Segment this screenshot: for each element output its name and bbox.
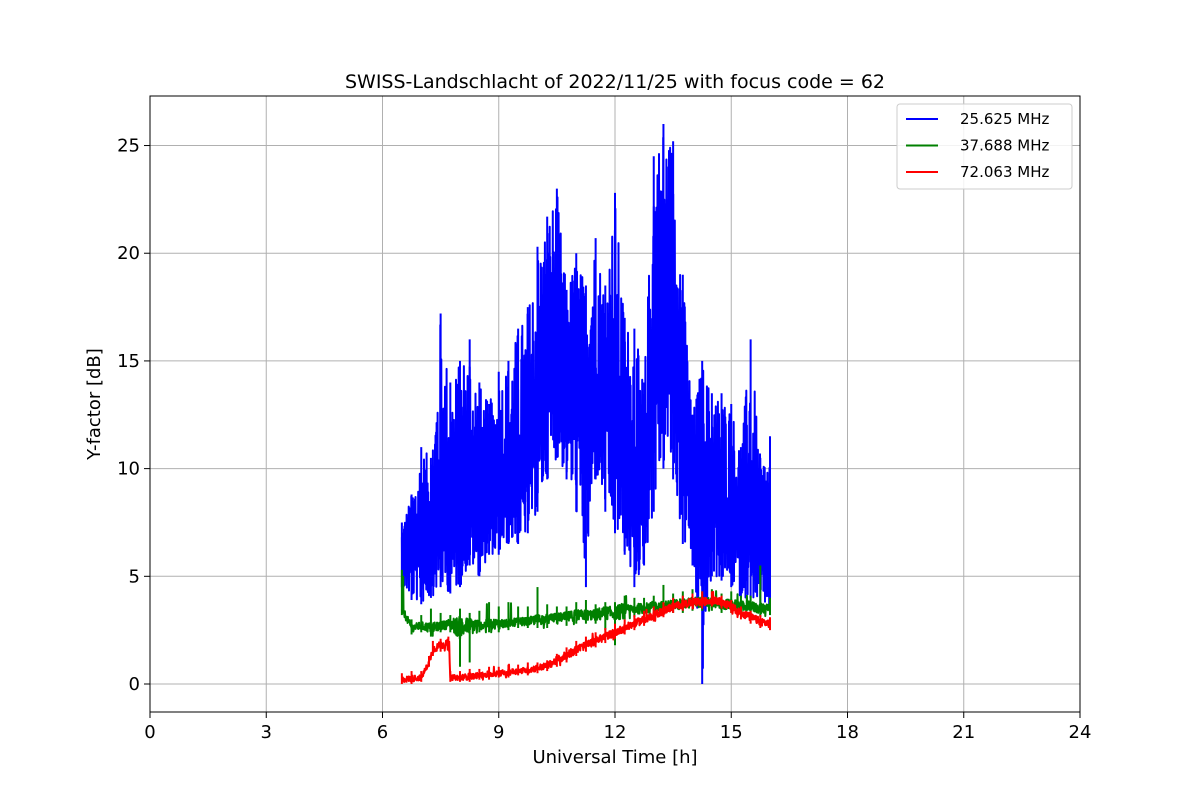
series-72-063-mhz [400,590,771,684]
y-tick-label: 15 [117,351,140,372]
legend-box [896,103,1073,190]
legend-label: 72.063 MHz [960,163,1049,181]
x-tick-label: 6 [377,722,388,743]
chart-title: SWISS-Landschlacht of 2022/11/25 with fo… [345,71,885,93]
legend-label: 25.625 MHz [960,110,1049,128]
series-layer [400,124,771,684]
x-tick-label: 9 [493,722,504,743]
x-tick-label: 18 [836,722,859,743]
y-tick-label: 0 [129,674,140,695]
y-tick-label: 25 [117,136,140,157]
legend-label: 37.688 MHz [960,137,1049,155]
y-tick-label: 20 [117,243,140,264]
x-axis-title: Universal Time [h] [532,747,697,768]
legend: 25.625 MHz 37.688 MHz 72.063 MHz [896,103,1073,190]
x-tick-label: 15 [720,722,743,743]
x-tick-label: 12 [604,722,627,743]
series-25-625-mhz [400,124,771,684]
x-tick-label: 0 [144,722,155,743]
x-tick-label: 24 [1069,722,1092,743]
y-axis-title: Y-factor [dB] [84,348,105,461]
y-tick-label: 5 [129,566,140,587]
axis-ticks: 0 3 6 9 12 15 18 21 24 0 5 10 15 20 25 [117,136,1091,743]
x-tick-label: 3 [261,722,272,743]
x-tick-label: 21 [952,722,975,743]
y-tick-label: 10 [117,459,140,480]
